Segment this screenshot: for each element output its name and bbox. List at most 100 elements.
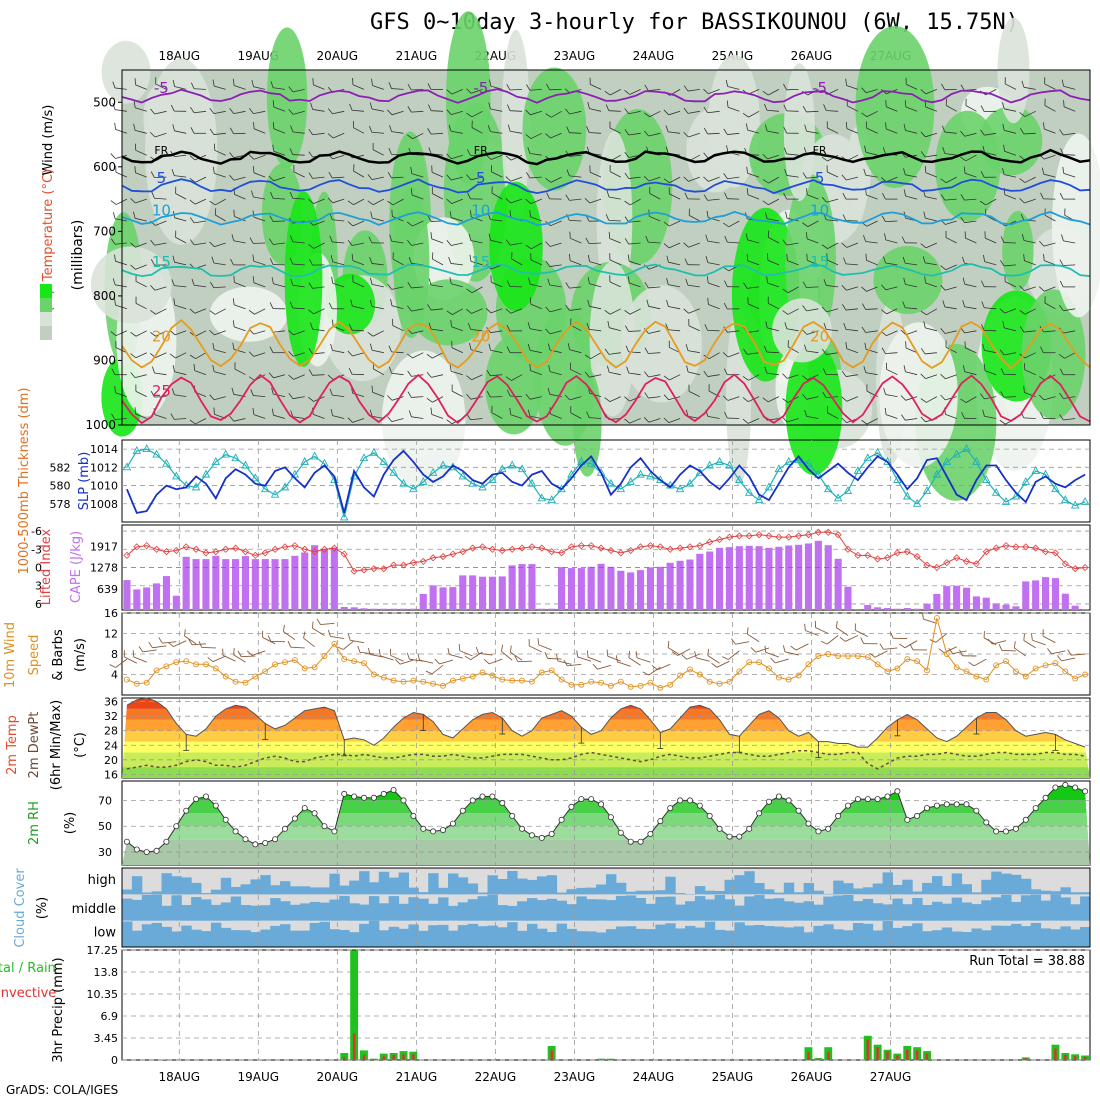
- barb-shaft: [391, 131, 404, 134]
- barb-shaft: [747, 418, 760, 424]
- cloud-cell: [428, 873, 439, 895]
- wind-barb: [624, 108, 641, 115]
- wind-speed-point: [973, 673, 980, 680]
- cloud-cell: [734, 875, 745, 895]
- barb-shaft: [490, 308, 503, 314]
- wind-barb: [703, 176, 720, 182]
- lifted-index-point: [538, 544, 546, 552]
- barb-shaft: [459, 650, 473, 657]
- barb-flag: [367, 200, 374, 206]
- barb-flag: [820, 640, 828, 645]
- wind-speed-point: [627, 683, 634, 690]
- cape-bar: [380, 608, 388, 610]
- barb-flag: [960, 130, 966, 137]
- lifted-index-point: [725, 533, 734, 541]
- lifted-index-point: [775, 533, 783, 541]
- surface-wind-barb: [509, 645, 523, 661]
- lifted-index-point: [133, 543, 141, 551]
- wind-barb: [784, 322, 799, 332]
- wind-speed-point: [163, 663, 170, 670]
- wind-barb: [525, 132, 542, 139]
- barb-flag: [408, 410, 412, 417]
- barb-flag: [589, 165, 591, 173]
- wind-barb: [1002, 168, 1016, 178]
- cloud-cell: [754, 883, 765, 895]
- barb-shaft: [885, 220, 898, 223]
- barb-shaft: [529, 89, 542, 91]
- barb-shaft: [668, 110, 681, 116]
- barb-shaft: [155, 83, 167, 90]
- barb-flag: [999, 349, 1005, 356]
- barb-flag: [724, 192, 728, 199]
- isotherm-label: 15: [810, 253, 829, 271]
- cloud-cell: [467, 899, 479, 921]
- barb-shaft: [530, 198, 542, 204]
- wind-barb: [407, 106, 424, 113]
- wind-barb: [172, 124, 187, 134]
- barb-flag: [253, 122, 255, 129]
- y-tick-label: 16: [104, 768, 118, 781]
- barb-flag: [901, 414, 906, 421]
- barb-flag: [369, 277, 373, 285]
- barb-flag: [965, 98, 967, 106]
- barb-shaft: [846, 286, 859, 291]
- surface-wind-barb: [148, 641, 167, 649]
- surface-wind-barb: [750, 647, 770, 653]
- wind-speed-point: [617, 678, 624, 685]
- barb-shaft: [135, 352, 147, 359]
- wind-barb: [229, 127, 246, 135]
- barb-flag: [1039, 376, 1046, 381]
- cloud-cell: [744, 871, 755, 895]
- cape-bar: [340, 607, 348, 610]
- cape-bar: [488, 576, 496, 610]
- barb-flag: [723, 128, 728, 135]
- surface-wind-barb: [671, 648, 691, 656]
- barb-flag: [248, 351, 255, 357]
- rh-point: [370, 794, 377, 801]
- wind-barb: [234, 362, 246, 376]
- cloud-cell: [270, 925, 281, 947]
- barb-flag: [229, 152, 235, 158]
- barb-shaft: [609, 308, 621, 315]
- barb-shaft: [195, 418, 207, 425]
- barb-flag: [665, 125, 669, 132]
- cloud-cell: [487, 925, 498, 947]
- barb-flag: [635, 651, 638, 658]
- wind-barb: [688, 319, 700, 332]
- barb-flag: [804, 344, 807, 352]
- rh-point: [193, 796, 200, 803]
- barb-flag: [920, 373, 926, 379]
- barb-flag: [506, 280, 511, 287]
- barb-flag: [860, 637, 865, 644]
- thickness-point: [1031, 466, 1040, 474]
- date-label-top: 26AUG: [791, 49, 833, 63]
- barb-flag: [861, 326, 867, 333]
- surface-wind-barb: [378, 649, 394, 661]
- barb-shaft: [786, 242, 799, 246]
- cloud-cell: [882, 904, 893, 921]
- barb-flag: [336, 646, 344, 650]
- surface-wind-barb: [514, 655, 532, 663]
- wind-barb: [643, 110, 661, 118]
- cloud-cell: [902, 926, 913, 947]
- wind-barb: [249, 108, 266, 114]
- barb-flag: [826, 253, 828, 261]
- cape-bar: [854, 609, 862, 610]
- lifted-index-point: [646, 542, 655, 550]
- surface-wind-barb: [1047, 648, 1066, 655]
- cloud-cell: [655, 896, 666, 921]
- cloud-cell: [240, 905, 251, 921]
- barb-flag: [249, 237, 254, 244]
- barb-shaft: [114, 418, 127, 420]
- barb-flag: [169, 330, 176, 336]
- barb-shaft: [608, 352, 621, 355]
- barb-flag: [584, 198, 591, 204]
- y-tick-label: 3: [35, 580, 42, 593]
- wind-barb: [172, 255, 187, 266]
- wind-barb: [903, 168, 918, 178]
- barb-flag: [666, 255, 669, 263]
- barb-flag: [609, 164, 611, 172]
- wind-barb: [134, 166, 147, 178]
- surface-wind-barb: [1023, 633, 1036, 649]
- barb-flag: [114, 254, 116, 262]
